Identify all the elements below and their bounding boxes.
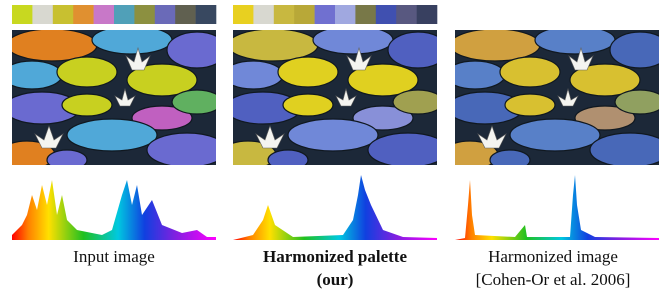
- input-image: [0, 26, 227, 170]
- palette-swatch: [196, 5, 217, 24]
- palette-swatch: [134, 5, 155, 24]
- caption: (our): [317, 270, 354, 289]
- caption: Input image: [73, 247, 155, 266]
- palette-swatch: [417, 5, 438, 24]
- palette-swatch: [315, 5, 336, 24]
- palette-swatch: [376, 5, 397, 24]
- caption: [Cohen-Or et al. 2006]: [476, 270, 631, 289]
- hue-histogram: [12, 180, 216, 240]
- palette-swatch: [94, 5, 115, 24]
- palette-swatch: [73, 5, 94, 24]
- palette-swatch: [32, 5, 53, 24]
- palette-swatch: [396, 5, 417, 24]
- palette-swatch: [355, 5, 376, 24]
- palette-swatch: [294, 5, 315, 24]
- palette-swatch: [114, 5, 135, 24]
- palette-swatch: [335, 5, 356, 24]
- figure: Input image Harmonized palette (our) Har…: [0, 0, 660, 294]
- palette-swatch: [155, 5, 176, 24]
- harmonized-palette-image: [220, 26, 448, 170]
- palette-swatch: [175, 5, 196, 24]
- palette: [233, 5, 437, 24]
- hue-histogram: [233, 175, 437, 240]
- caption: Harmonized image: [488, 247, 618, 266]
- palette-swatch: [12, 5, 33, 24]
- hue-histogram: [455, 175, 659, 240]
- harmonized-image: [442, 26, 660, 170]
- palette-swatch: [233, 5, 254, 24]
- palette-swatch: [53, 5, 74, 24]
- palette-swatch: [274, 5, 295, 24]
- caption: Harmonized palette: [263, 247, 407, 266]
- palette-swatch: [253, 5, 274, 24]
- palette: [12, 5, 216, 24]
